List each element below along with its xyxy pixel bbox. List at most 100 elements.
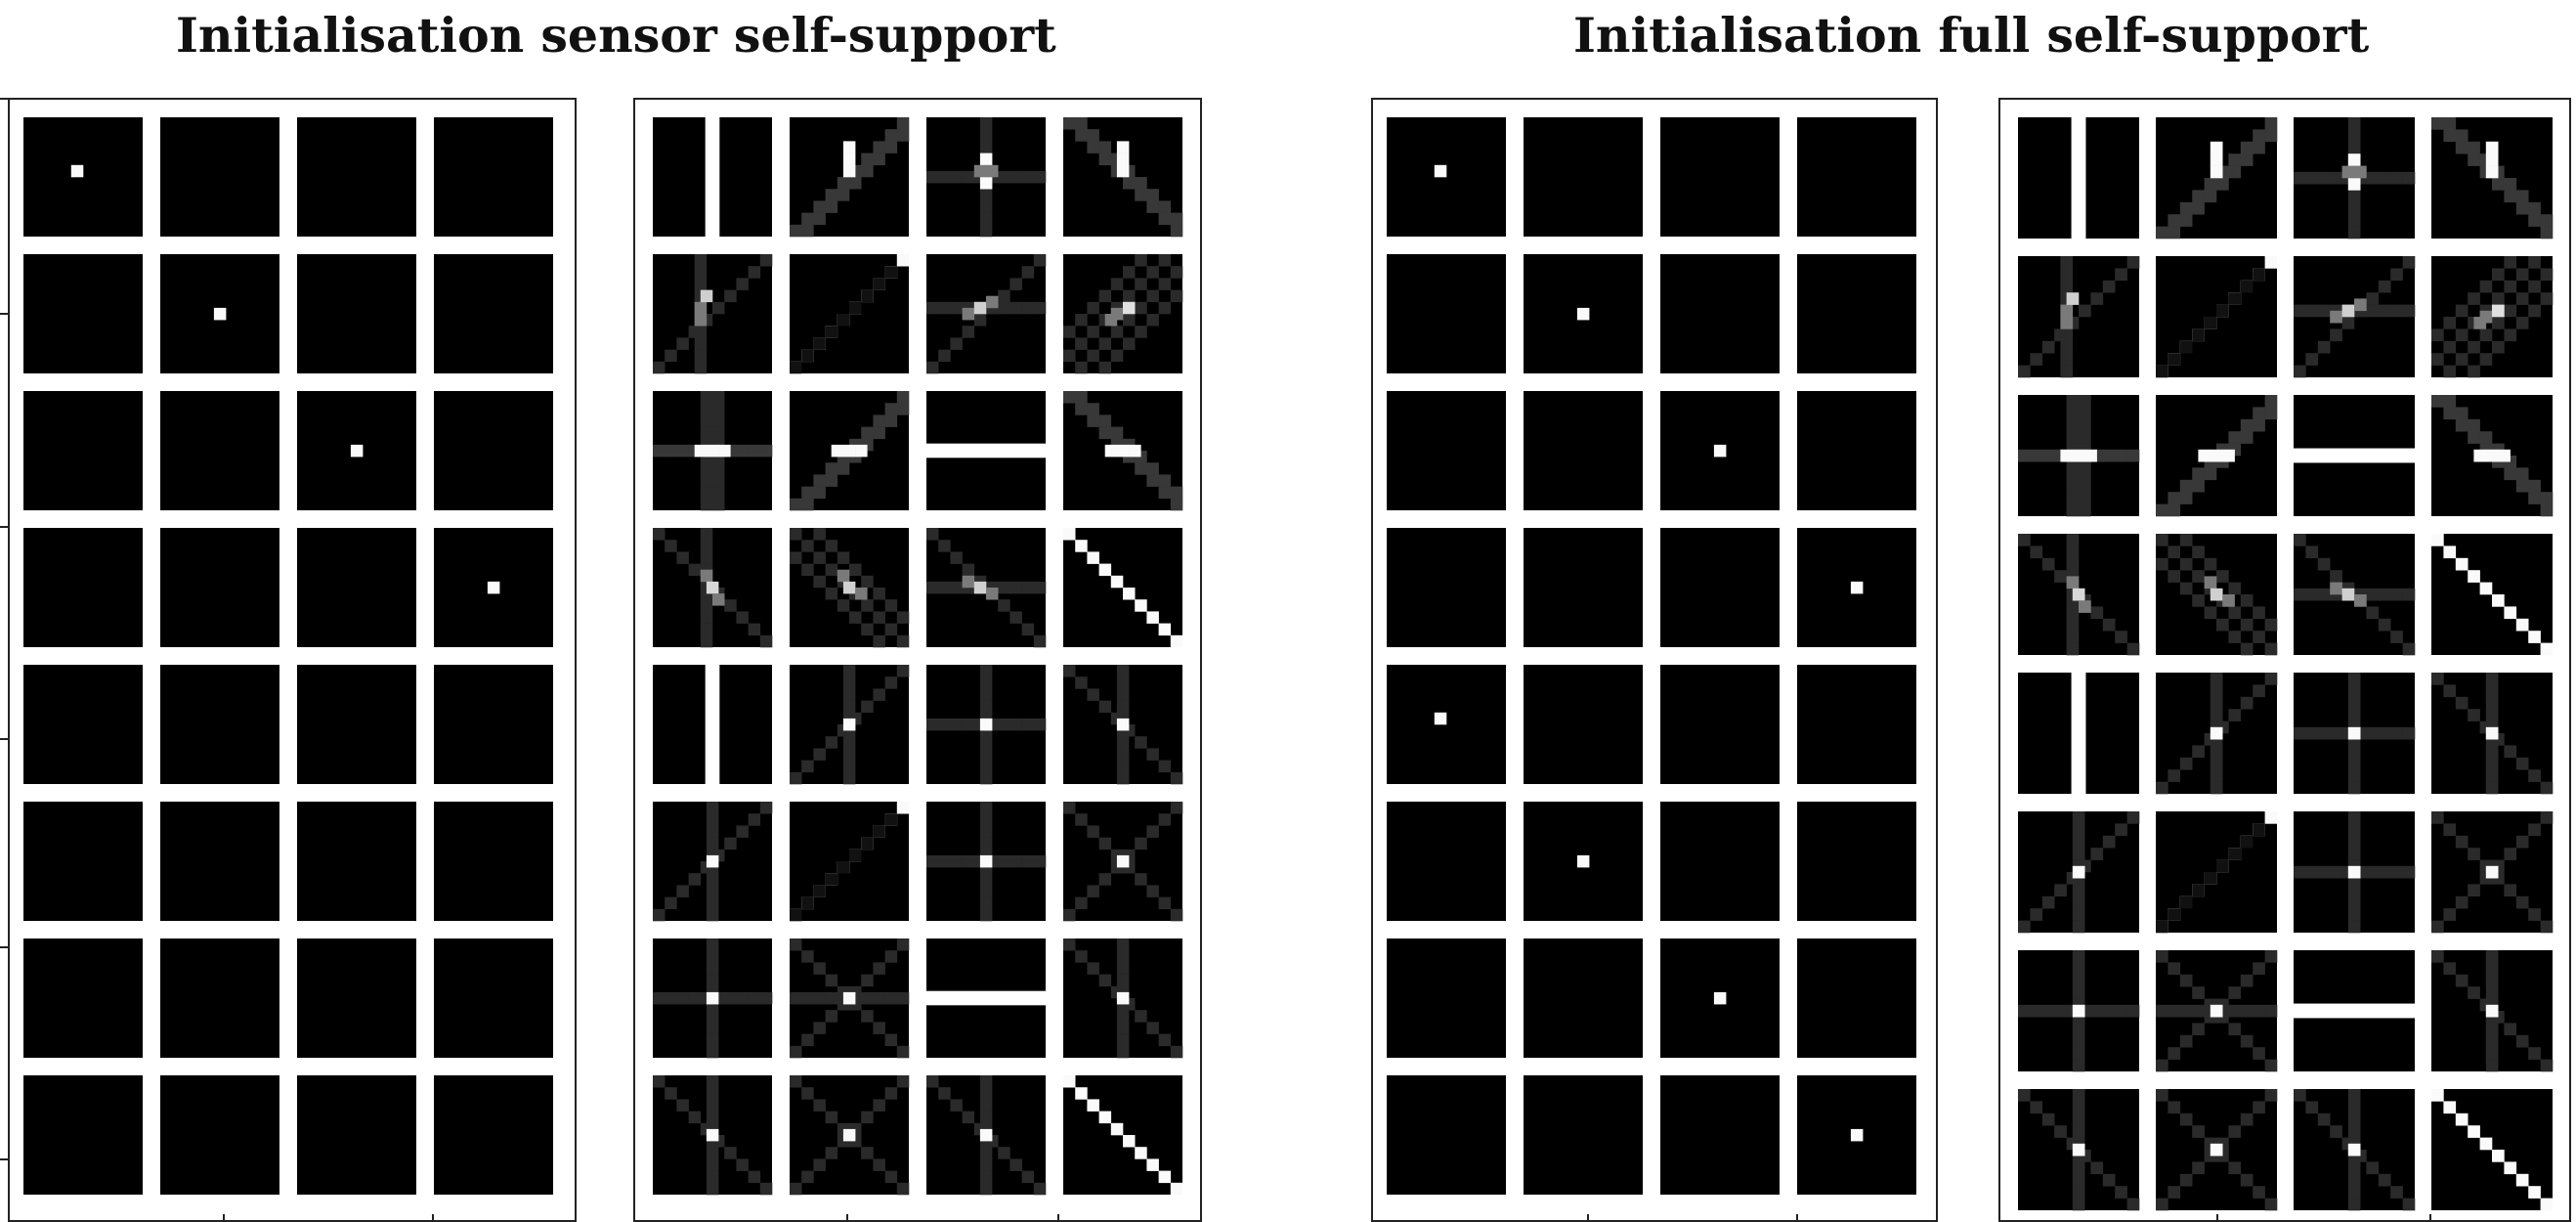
sensor-self-support-kernel-panel — [633, 98, 1202, 1222]
axis-tick — [432, 1214, 434, 1222]
tile-r7-c1 — [2018, 950, 2140, 1072]
tile-r2-c4 — [1797, 254, 1916, 373]
tile-r5-c1 — [1387, 665, 1506, 784]
tile-r6-c4 — [2431, 811, 2554, 934]
tile-r1-c1 — [23, 117, 143, 237]
tile-r8-c3 — [926, 1075, 1047, 1196]
tile-r5-c4 — [434, 665, 553, 784]
tile-r5-c3 — [1660, 665, 1780, 784]
tile-r1-c4 — [434, 117, 553, 237]
sensor-self-support-sensor-panel — [8, 98, 577, 1222]
tile-r7-c4 — [1797, 938, 1916, 1058]
tile-r3-c3 — [297, 391, 416, 510]
axis-tick — [2429, 1214, 2431, 1222]
tile-r8-c2 — [1524, 1075, 1643, 1195]
tile-r4-c1 — [653, 528, 773, 648]
axis-tick — [0, 738, 8, 740]
tile-r2-c3 — [1660, 254, 1780, 373]
tile-r2-c1 — [23, 254, 143, 373]
axis-tick — [0, 313, 8, 315]
tile-r7-c2 — [160, 938, 279, 1058]
tile-r2-c4 — [434, 254, 553, 373]
tile-r2-c1 — [1387, 254, 1506, 373]
tile-r6-c1 — [653, 802, 773, 922]
tile-r7-c3 — [1660, 938, 1780, 1058]
tile-r3-c1 — [1387, 391, 1506, 510]
axis-tick — [846, 1214, 848, 1222]
tile-r1-c4 — [1797, 117, 1916, 237]
tile-r8-c4 — [1797, 1075, 1916, 1195]
tile-r7-c1 — [653, 938, 773, 1059]
sensor-grid-svg — [1387, 117, 1916, 1195]
tile-r3-c3 — [926, 391, 1046, 510]
tile-r6-c3 — [297, 802, 416, 921]
tile-r5-c3 — [2294, 673, 2416, 795]
tile-r4-c4 — [1797, 528, 1916, 647]
tile-r2-c2 — [1524, 254, 1643, 373]
tile-r7-c1 — [23, 938, 143, 1058]
tile-r4-c1 — [1387, 528, 1506, 647]
tile-r5-c2 — [2156, 673, 2278, 795]
full-self-support-sensor-panel — [1371, 98, 1938, 1222]
tile-r3-c2 — [1524, 391, 1643, 510]
tile-r6-c2 — [1524, 802, 1643, 921]
tile-r6-c3 — [1660, 802, 1780, 921]
tile-r5-c1 — [2018, 673, 2139, 794]
tile-r8-c1 — [23, 1075, 143, 1195]
tile-r6-c3 — [2294, 811, 2416, 934]
tile-r7-c4 — [434, 938, 553, 1058]
tile-r1-c1 — [1387, 117, 1506, 237]
tile-r6-c3 — [926, 802, 1047, 922]
tile-r1-c3 — [926, 117, 1047, 238]
tile-r2-c3 — [2294, 256, 2416, 378]
tile-r2-c2 — [2156, 256, 2278, 378]
tile-r2-c1 — [653, 254, 773, 374]
tile-r1-c4 — [1063, 117, 1183, 238]
axis-tick — [223, 1214, 225, 1222]
tile-r1-c2 — [160, 117, 279, 237]
tile-r8-c2 — [2156, 1089, 2278, 1211]
tile-r6-c4 — [1797, 802, 1916, 921]
tile-r8-c4 — [434, 1075, 553, 1195]
tile-r5-c2 — [1524, 665, 1643, 784]
axis-tick — [0, 1158, 8, 1160]
tile-r2-c3 — [297, 254, 416, 373]
tile-r3-c4 — [2431, 395, 2554, 517]
tile-r2-c3 — [926, 254, 1047, 374]
tile-r8-c3 — [1660, 1075, 1780, 1195]
axis-tick — [1587, 1214, 1589, 1222]
tile-r6-c4 — [434, 802, 553, 921]
tile-r3-c1 — [653, 391, 773, 511]
figure-title-right: Initialisation full self-support — [1573, 7, 2370, 64]
tile-r4-c4 — [434, 528, 553, 647]
tile-r2-c1 — [2018, 256, 2140, 378]
tile-r6-c2 — [160, 802, 279, 921]
tile-r1-c3 — [2294, 117, 2416, 240]
tile-r7-c3 — [2294, 950, 2415, 1071]
tile-r6-c1 — [1387, 802, 1506, 921]
axis-tick — [2216, 1214, 2218, 1222]
tile-r3-c2 — [2156, 395, 2278, 517]
tile-r8-c1 — [2018, 1089, 2140, 1211]
tile-r7-c1 — [1387, 938, 1506, 1058]
tile-r7-c4 — [2431, 950, 2554, 1072]
tile-r5-c1 — [23, 665, 143, 784]
tile-r1-c3 — [297, 117, 416, 237]
tile-r3-c1 — [2018, 395, 2140, 517]
tile-r4-c2 — [2156, 534, 2278, 656]
tile-r3-c3 — [2294, 395, 2415, 516]
tile-r6-c2 — [2156, 811, 2278, 934]
tile-r6-c1 — [23, 802, 143, 921]
tile-r1-c2 — [1524, 117, 1643, 237]
tile-r8-c2 — [790, 1075, 910, 1196]
tile-r4-c3 — [297, 528, 416, 647]
tile-r5-c3 — [297, 665, 416, 784]
tile-r4-c3 — [926, 528, 1047, 648]
tile-r1-c2 — [2156, 117, 2278, 240]
tile-r6-c4 — [1063, 802, 1183, 922]
tile-r6-c2 — [790, 802, 910, 922]
tile-r3-c4 — [1063, 391, 1183, 511]
tile-r8-c1 — [1387, 1075, 1506, 1195]
tile-r4-c2 — [160, 528, 279, 647]
tile-r7-c2 — [790, 938, 910, 1059]
